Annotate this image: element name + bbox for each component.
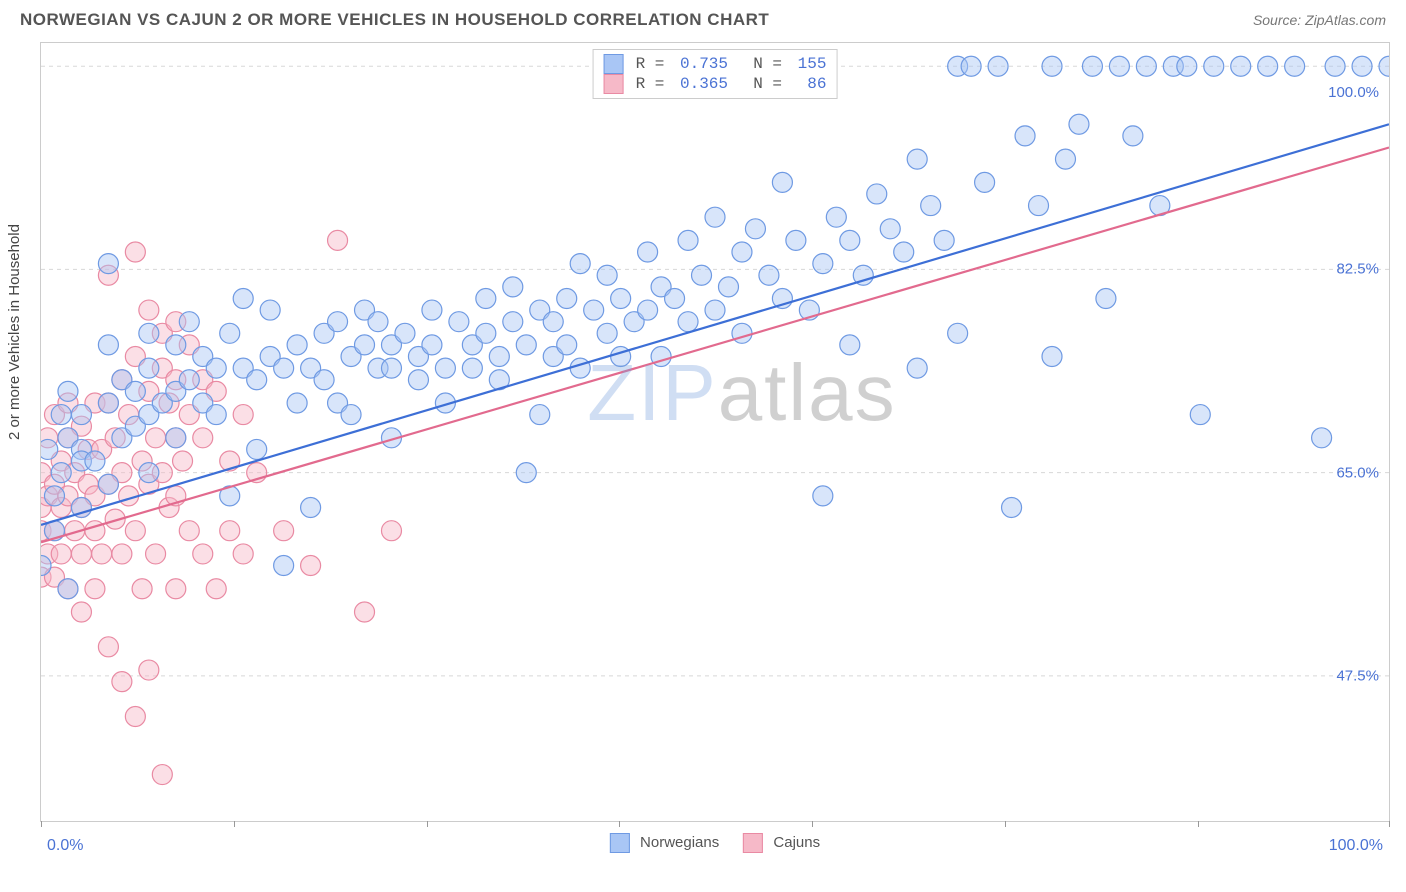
x-tick xyxy=(619,821,620,827)
x-tick xyxy=(1389,821,1390,827)
scatter-plot: ZIPatlas R = 0.735 N = 155 R = 0.365 N =… xyxy=(40,42,1390,822)
swatch-norwegians-icon xyxy=(604,54,624,74)
legend-item-norwegians: Norwegians xyxy=(610,833,719,853)
x-tick xyxy=(1005,821,1006,827)
series-legend: Norwegians Cajuns xyxy=(610,833,820,853)
y-tick-label: 100.0% xyxy=(1328,84,1379,101)
x-tick xyxy=(234,821,235,827)
swatch-norwegians-icon xyxy=(610,833,630,853)
swatch-cajuns-icon xyxy=(743,833,763,853)
n-value-cajuns: 86 xyxy=(798,75,827,93)
correlation-legend: R = 0.735 N = 155 R = 0.365 N = 86 xyxy=(593,49,838,99)
legend-row-cajuns: R = 0.365 N = 86 xyxy=(604,74,827,94)
x-tick xyxy=(812,821,813,827)
legend-row-norwegians: R = 0.735 N = 155 xyxy=(604,54,827,74)
n-value-norwegians: 155 xyxy=(798,55,827,73)
legend-label-norwegians: Norwegians xyxy=(640,834,719,851)
y-tick-label: 65.0% xyxy=(1336,464,1379,481)
y-axis-label: 2 or more Vehicles in Household xyxy=(6,224,23,440)
y-tick-label: 82.5% xyxy=(1336,261,1379,278)
x-tick xyxy=(1198,821,1199,827)
legend-item-cajuns: Cajuns xyxy=(743,833,820,853)
y-tick-label: 47.5% xyxy=(1336,667,1379,684)
plot-svg xyxy=(41,43,1389,821)
x-axis-max-label: 100.0% xyxy=(1329,837,1383,855)
swatch-cajuns-icon xyxy=(604,74,624,94)
x-tick xyxy=(41,821,42,827)
x-tick xyxy=(427,821,428,827)
chart-source: Source: ZipAtlas.com xyxy=(1253,12,1386,28)
x-axis-min-label: 0.0% xyxy=(47,837,83,855)
r-value-norwegians: 0.735 xyxy=(680,55,728,73)
r-value-cajuns: 0.365 xyxy=(680,75,728,93)
chart-title: NORWEGIAN VS CAJUN 2 OR MORE VEHICLES IN… xyxy=(20,10,769,30)
legend-label-cajuns: Cajuns xyxy=(773,834,820,851)
